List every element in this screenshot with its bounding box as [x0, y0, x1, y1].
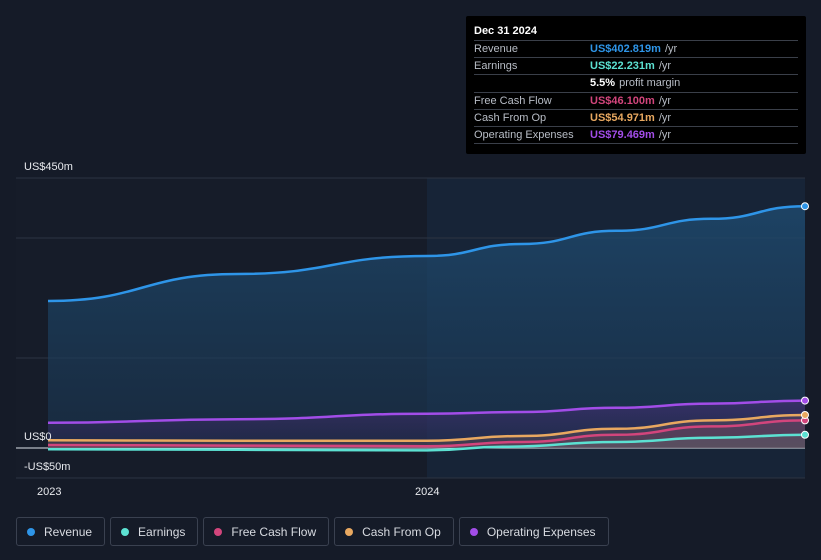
tooltip-label: Earnings	[474, 60, 518, 73]
revenue-area	[48, 206, 805, 448]
tooltip-label: Cash From Op	[474, 111, 547, 124]
legend-label: Revenue	[44, 524, 93, 539]
tooltip-unit: /yr	[658, 129, 672, 142]
legend-label: Cash From Op	[362, 524, 441, 539]
tooltip-row-profit-margin: 5.5% profit margin	[474, 75, 798, 93]
series-lines	[47, 204, 806, 452]
tooltip-row-revenue: Revenue US$402.819m /yr	[474, 41, 798, 59]
tooltip-date: Dec 31 2024	[474, 23, 798, 41]
x-tick-2023: 2023	[37, 486, 61, 498]
tooltip-value: US$79.469m	[590, 129, 655, 142]
tooltip-label: Free Cash Flow	[474, 94, 552, 107]
operating-expenses-end-point	[801, 396, 809, 405]
free-cash-flow-dot-icon	[214, 527, 223, 536]
tooltip-unit: /yr	[658, 94, 672, 107]
cash-from-op-dot-icon	[345, 527, 354, 536]
legend-label: Free Cash Flow	[231, 524, 317, 539]
legend-label: Earnings	[138, 524, 186, 539]
cash-from-op-line	[47, 413, 806, 443]
tooltip-value: 5.5%	[590, 77, 616, 90]
tooltip-unit: /yr	[658, 60, 672, 73]
revenue-end-point	[801, 202, 809, 211]
cash-from-op-end-point	[801, 411, 809, 419]
legend: Revenue Earnings Free Cash Flow Cash Fro…	[16, 517, 609, 546]
legend-item-cash-from-op[interactable]: Cash From Op	[334, 517, 454, 546]
x-tick-2024: 2024	[415, 486, 439, 498]
operating-expenses-area	[48, 400, 805, 448]
tooltip-row-earnings: Earnings US$22.231m /yr	[474, 58, 798, 76]
earnings-line	[47, 433, 806, 452]
legend-label: Operating Expenses	[486, 524, 596, 539]
y-tick-top: US$450m	[24, 161, 73, 173]
earnings-dot-icon	[121, 527, 130, 536]
tooltip-unit: profit margin	[619, 77, 681, 90]
tooltip-value: US$22.231m	[590, 60, 655, 73]
legend-item-earnings[interactable]: Earnings	[110, 517, 199, 546]
free-cash-flow-line	[47, 419, 806, 448]
series-end-markers	[801, 202, 809, 439]
operating-expenses-dot-icon	[469, 527, 478, 536]
revenue-line	[47, 204, 806, 303]
tooltip-unit: /yr	[658, 111, 672, 124]
y-tick-bottom: -US$50m	[24, 461, 70, 473]
tooltip-value: US$46.100m	[590, 94, 655, 107]
tooltip-row-opex: Operating Expenses US$79.469m /yr	[474, 127, 798, 145]
tooltip-row-cfo: Cash From Op US$54.971m /yr	[474, 110, 798, 127]
tooltip: Dec 31 2024 Revenue US$402.819m /yr Earn…	[466, 16, 806, 154]
tooltip-label: Revenue	[474, 43, 519, 56]
tooltip-value: US$54.971m	[590, 111, 655, 124]
revenue-dot-icon	[27, 527, 35, 536]
tooltip-label: Operating Expenses	[474, 129, 574, 142]
legend-item-free-cash-flow[interactable]: Free Cash Flow	[203, 517, 330, 546]
tooltip-row-fcf: Free Cash Flow US$46.100m /yr	[474, 93, 798, 110]
chart-area: US$450m US$0 -US$50m 2023 2024	[16, 161, 809, 498]
y-tick-zero: US$0	[24, 431, 52, 443]
earnings-end-point	[801, 430, 809, 439]
legend-item-revenue[interactable]: Revenue	[16, 517, 106, 546]
operating-expenses-line	[47, 399, 806, 425]
legend-item-operating-expenses[interactable]: Operating Expenses	[458, 517, 609, 546]
tooltip-value: US$402.819m	[590, 43, 661, 56]
tooltip-unit: /yr	[664, 43, 678, 56]
